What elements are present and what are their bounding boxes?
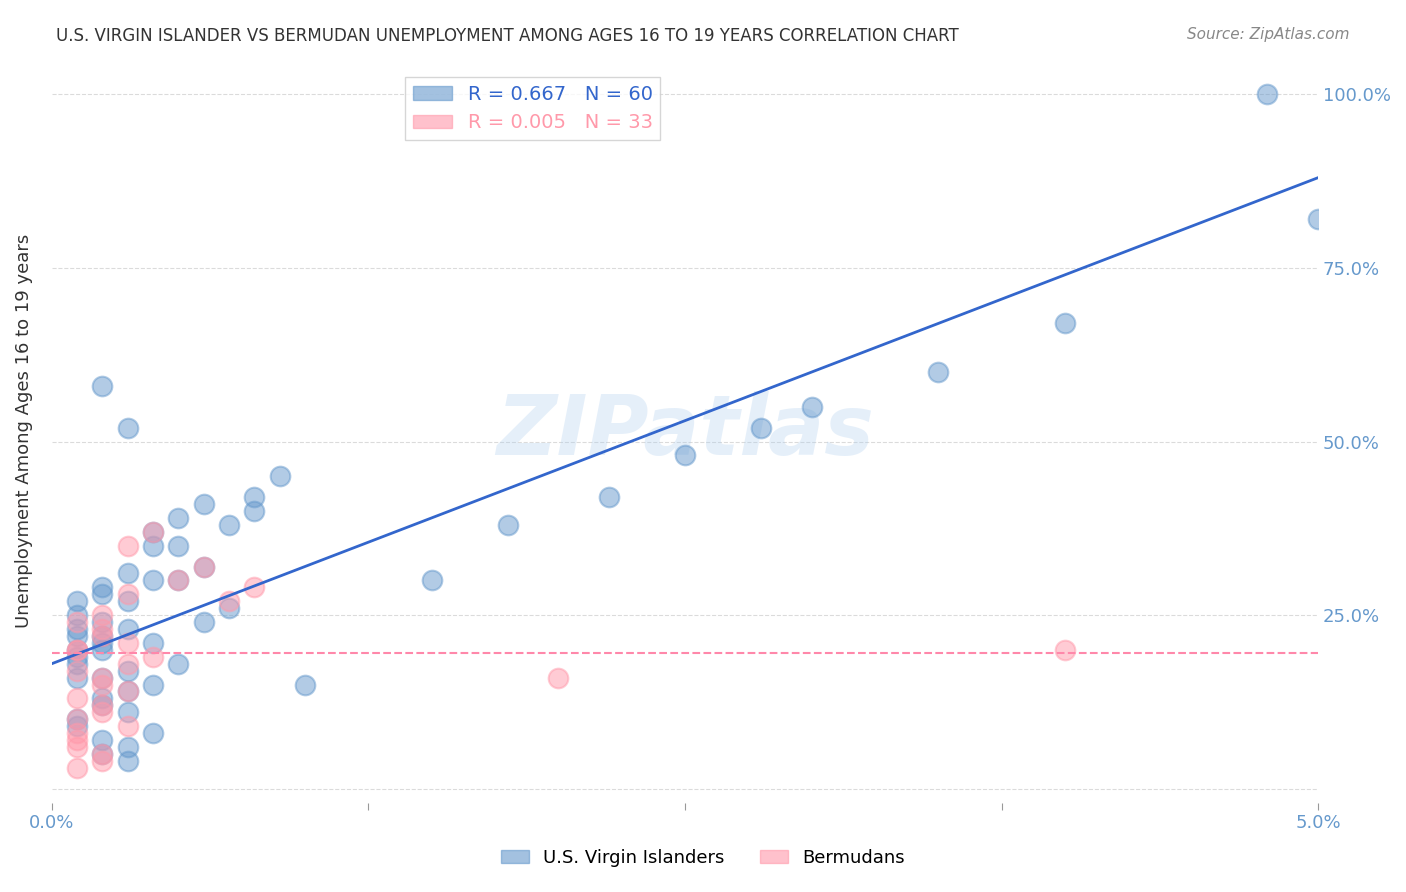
Point [269, 469, 291, 483]
Point [91, 747, 114, 761]
Point [142, 539, 165, 553]
Point [117, 657, 139, 671]
Point [193, 497, 215, 511]
Point [66, 643, 89, 657]
Text: Source: ZipAtlas.com: Source: ZipAtlas.com [1187, 27, 1350, 42]
Point [117, 706, 139, 720]
Point [243, 504, 266, 518]
Point [142, 649, 165, 664]
Point [91, 733, 114, 747]
Point [91, 587, 114, 601]
Point [91, 698, 114, 713]
Point [800, 400, 823, 414]
Point [91, 747, 114, 761]
Point [66, 739, 89, 754]
Point [66, 629, 89, 643]
Point [218, 517, 240, 532]
Point [117, 739, 139, 754]
Point [117, 622, 139, 636]
Point [420, 574, 443, 588]
Point [167, 657, 190, 671]
Point [91, 615, 114, 629]
Point [66, 594, 89, 608]
Point [66, 615, 89, 629]
Point [91, 622, 114, 636]
Point [167, 574, 190, 588]
Point [117, 587, 139, 601]
Point [66, 733, 89, 747]
Point [66, 657, 89, 671]
Point [117, 539, 139, 553]
Point [117, 754, 139, 768]
Point [117, 664, 139, 678]
Y-axis label: Unemployment Among Ages 16 to 19 years: Unemployment Among Ages 16 to 19 years [15, 234, 32, 628]
Point [91, 671, 114, 685]
Point [117, 719, 139, 733]
Point [117, 684, 139, 698]
Point [142, 726, 165, 740]
Legend: U.S. Virgin Islanders, Bermudans: U.S. Virgin Islanders, Bermudans [494, 842, 912, 874]
Point [66, 712, 89, 726]
Text: U.S. VIRGIN ISLANDER VS BERMUDAN UNEMPLOYMENT AMONG AGES 16 TO 19 YEARS CORRELAT: U.S. VIRGIN ISLANDER VS BERMUDAN UNEMPLO… [56, 27, 959, 45]
Point [117, 566, 139, 581]
Point [66, 726, 89, 740]
Point [167, 511, 190, 525]
Point [749, 420, 772, 434]
Text: ZIPatlas: ZIPatlas [496, 391, 875, 472]
Point [91, 643, 114, 657]
Point [218, 594, 240, 608]
Point [66, 671, 89, 685]
Point [91, 608, 114, 623]
Point [1053, 317, 1076, 331]
Point [1053, 643, 1076, 657]
Point [91, 706, 114, 720]
Point [927, 365, 949, 379]
Point [91, 636, 114, 650]
Point [142, 524, 165, 539]
Point [66, 643, 89, 657]
Point [117, 684, 139, 698]
Point [66, 691, 89, 706]
Point [142, 524, 165, 539]
Point [91, 379, 114, 393]
Point [218, 601, 240, 615]
Point [142, 636, 165, 650]
Point [91, 629, 114, 643]
Point [167, 539, 190, 553]
Legend: R = 0.667   N = 60, R = 0.005   N = 33: R = 0.667 N = 60, R = 0.005 N = 33 [405, 77, 661, 140]
Point [66, 719, 89, 733]
Point [243, 490, 266, 504]
Point [66, 608, 89, 623]
Point [66, 622, 89, 636]
Point [66, 649, 89, 664]
Point [142, 677, 165, 691]
Point [294, 677, 316, 691]
Point [673, 449, 696, 463]
Point [66, 761, 89, 775]
Point [496, 517, 519, 532]
Point [142, 574, 165, 588]
Point [1256, 87, 1278, 102]
Point [243, 580, 266, 594]
Point [91, 671, 114, 685]
Point [91, 580, 114, 594]
Point [193, 559, 215, 574]
Point [91, 629, 114, 643]
Point [91, 677, 114, 691]
Point [117, 636, 139, 650]
Point [193, 559, 215, 574]
Point [193, 615, 215, 629]
Point [117, 594, 139, 608]
Point [1308, 212, 1330, 227]
Point [66, 643, 89, 657]
Point [66, 664, 89, 678]
Point [91, 754, 114, 768]
Point [91, 691, 114, 706]
Point [598, 490, 620, 504]
Point [66, 712, 89, 726]
Point [167, 574, 190, 588]
Point [547, 671, 569, 685]
Point [91, 698, 114, 713]
Point [117, 420, 139, 434]
